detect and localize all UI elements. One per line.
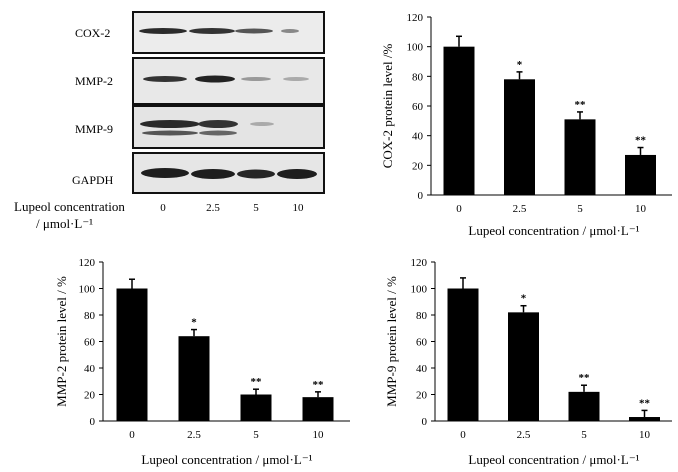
significance-mark: ** [639, 397, 651, 409]
blot-label-mmp2: MMP-2 [75, 74, 113, 88]
x-tick-label: 10 [313, 429, 325, 441]
bar [508, 312, 539, 421]
blot-lane-label: 2.5 [206, 202, 220, 214]
x-tick-label: 0 [456, 203, 462, 215]
significance-mark: ** [635, 135, 647, 147]
y-tick-label: 100 [79, 284, 96, 296]
y-axis-label: MMP-2 protein level / % [54, 276, 69, 407]
x-tick-label: 2.5 [187, 429, 201, 441]
y-tick-label: 60 [416, 337, 428, 349]
y-tick-label: 120 [411, 257, 428, 269]
y-tick-label: 80 [84, 310, 96, 322]
bar [178, 336, 210, 421]
y-tick-label: 0 [422, 416, 428, 428]
significance-mark: * [521, 293, 527, 305]
bar [568, 391, 600, 421]
significance-mark: * [517, 59, 523, 71]
x-tick-label: 10 [635, 203, 647, 215]
significance-mark: ** [575, 99, 587, 111]
blot-strip-mmp9 [132, 105, 325, 149]
cox2-bar-chart: 0 20 40 60 80 100 120 0 * 2.5 ** 5 ** 10 Lupeol concen… [380, 12, 672, 238]
blot-strip-gapdh [132, 152, 325, 194]
y-tick-label: 100 [407, 42, 424, 54]
blot-strip-mmp2 [132, 57, 325, 105]
bar [625, 154, 656, 195]
significance-mark: ** [313, 379, 325, 391]
y-tick-label: 0 [418, 190, 424, 202]
y-axis-label: MMP-9 protein level / % [384, 276, 399, 407]
bar [302, 397, 334, 421]
x-tick-label: 5 [581, 429, 587, 441]
significance-mark: * [191, 317, 197, 329]
significance-mark: ** [251, 376, 263, 388]
x-tick-label: 5 [253, 429, 259, 441]
bar [447, 288, 479, 421]
y-axis-label: COX-2 protein level /% [380, 44, 395, 169]
x-tick-label: 2.5 [517, 429, 531, 441]
x-axis-label: Lupeol concentration / μmol·L⁻¹ [468, 223, 639, 238]
bar [443, 46, 475, 195]
bar [564, 119, 596, 195]
y-tick-label: 40 [412, 131, 424, 143]
x-axis-label: Lupeol concentration / μmol·L⁻¹ [141, 452, 312, 467]
x-tick-label: 0 [460, 429, 466, 441]
blot-label-mmp9: MMP-9 [75, 122, 113, 136]
y-tick-label: 20 [412, 160, 424, 172]
y-tick-label: 40 [416, 363, 428, 375]
y-tick-label: 20 [84, 390, 96, 402]
x-tick-label: 2.5 [513, 203, 527, 215]
blot-x-label-line1: Lupeol concentration [14, 199, 125, 214]
y-tick-label: 100 [411, 284, 428, 296]
bar [629, 417, 660, 421]
y-tick-label: 80 [416, 310, 428, 322]
bar [504, 79, 535, 195]
blot-x-label-line2: / μmol·L⁻¹ [36, 216, 93, 231]
y-tick-label: 60 [84, 337, 96, 349]
x-axis-label: Lupeol concentration / μmol·L⁻¹ [468, 452, 639, 467]
y-tick-label: 120 [79, 257, 96, 269]
y-tick-label: 120 [407, 12, 424, 24]
y-tick-label: 20 [416, 390, 428, 402]
blot-strip-cox2 [132, 11, 325, 54]
x-tick-label: 5 [577, 203, 583, 215]
y-tick-label: 40 [84, 363, 96, 375]
blot-lane-label: 10 [293, 202, 305, 214]
bar [116, 288, 148, 421]
significance-mark: ** [579, 372, 591, 384]
blot-label-cox2: COX-2 [75, 26, 110, 40]
blot-lane-label: 0 [160, 202, 166, 214]
y-tick-label: 0 [90, 416, 96, 428]
blot-lane-label: 5 [253, 202, 259, 214]
x-tick-label: 10 [639, 429, 651, 441]
bar [240, 394, 272, 421]
y-tick-label: 60 [412, 101, 424, 113]
western-blot-panel: COX-2 MMP-2 MMP-9 GAPDH [14, 11, 325, 231]
blot-label-gapdh: GAPDH [72, 173, 114, 187]
y-tick-label: 80 [412, 71, 424, 83]
x-tick-label: 0 [129, 429, 135, 441]
